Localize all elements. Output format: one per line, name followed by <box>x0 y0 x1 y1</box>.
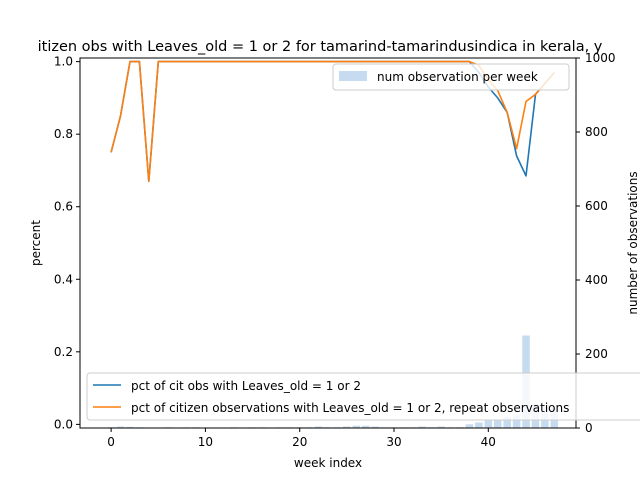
y2-tick-label: 1000 <box>585 51 616 65</box>
legend-label-series-1: pct of cit obs with Leaves_old = 1 or 2 <box>131 379 361 393</box>
observation-bar <box>475 422 483 428</box>
legend-lower: pct of cit obs with Leaves_old = 1 or 2 … <box>86 372 640 421</box>
observation-bar <box>437 426 445 428</box>
observation-bar <box>361 425 370 428</box>
x-tick-label: 20 <box>292 435 307 449</box>
y-tick-label: 0.4 <box>54 272 73 286</box>
legend-upper-box <box>332 63 570 91</box>
observation-bar <box>418 426 427 428</box>
y-axis-label: percent <box>29 220 43 266</box>
legend-bar-label: num observation per week <box>377 70 538 84</box>
legend-upper: num observation per week <box>332 63 570 91</box>
legend-label-series-2: pct of citizen observations with Leaves_… <box>131 401 569 415</box>
y-tick-label: 0.0 <box>54 417 73 431</box>
y2-tick-label: 400 <box>585 273 608 287</box>
y-tick-label: 0.2 <box>54 345 73 359</box>
y-tick-label: 0.8 <box>54 127 73 141</box>
observation-bar <box>352 425 361 428</box>
observation-bar <box>371 426 379 428</box>
observation-bar <box>343 426 351 428</box>
axis-ticks: 0 10 20 30 40 0.0 0.2 0.4 0.6 0.8 1.0 0 200 400 600 800… <box>54 51 616 449</box>
x-tick-label: 30 <box>386 435 401 449</box>
x-tick-label: 40 <box>481 435 496 449</box>
y-tick-label: 1.0 <box>54 55 73 69</box>
x-tick-label: 10 <box>198 435 213 449</box>
observation-bar <box>512 414 521 428</box>
y-tick-label: 0.6 <box>54 200 73 214</box>
x-axis-label: week index <box>294 456 362 470</box>
observation-bar <box>465 424 474 428</box>
y2-tick-label: 0 <box>585 421 593 435</box>
chart-title: itizen obs with Leaves_old = 1 or 2 for … <box>38 39 603 55</box>
legend-lower-box <box>86 372 640 421</box>
y2-axis-label: number of observations <box>626 171 640 314</box>
y2-tick-label: 200 <box>585 347 608 361</box>
legend-bar-swatch <box>339 71 367 81</box>
observation-bar <box>126 426 134 428</box>
x-tick-label: 0 <box>107 435 115 449</box>
observation-bar <box>503 416 511 428</box>
y2-tick-label: 800 <box>585 125 608 139</box>
observation-bar <box>484 420 493 428</box>
y2-tick-label: 600 <box>585 199 608 213</box>
plot-frame <box>79 57 577 429</box>
observation-bar <box>314 426 323 428</box>
observation-bar <box>116 426 125 428</box>
observation-bar <box>493 419 502 428</box>
